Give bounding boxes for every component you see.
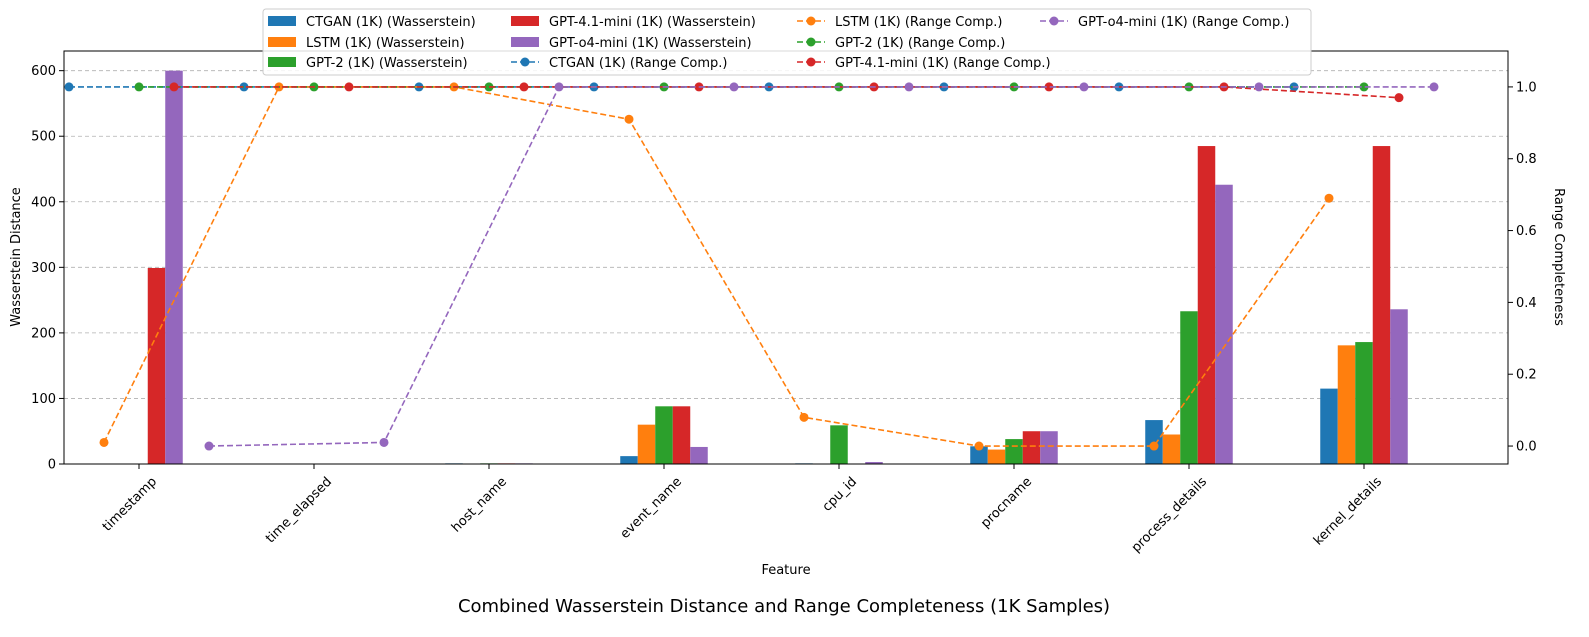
bar <box>620 456 638 464</box>
bar <box>1338 345 1356 464</box>
line-point <box>170 82 179 91</box>
y-tick-label: 400 <box>31 195 56 210</box>
x-tick-label: event_name <box>618 474 685 541</box>
bar <box>1373 146 1391 464</box>
y-tick-label: 200 <box>31 326 56 341</box>
legend-swatch <box>511 37 539 47</box>
grid-layer <box>64 71 1508 399</box>
bar <box>988 450 1006 464</box>
bar <box>830 425 848 464</box>
line-point <box>975 442 984 451</box>
line-point <box>1325 194 1334 203</box>
bar <box>1320 389 1338 464</box>
line-point <box>345 82 354 91</box>
legend-label: GPT-4.1-mini (1K) (Range Comp.) <box>835 56 1051 71</box>
bar <box>638 425 656 464</box>
legend-label: GPT-2 (1K) (Range Comp.) <box>835 36 1005 51</box>
y-right-tick-label: 0.6 <box>1516 224 1537 239</box>
x-tick-label: time_elapsed <box>263 474 335 546</box>
bar <box>1023 431 1041 464</box>
legend-label: GPT-2 (1K) (Wasserstein) <box>306 56 468 71</box>
series-line <box>174 87 1399 98</box>
line-point <box>135 82 144 91</box>
bar <box>1180 311 1198 464</box>
legend: CTGAN (1K) (Wasserstein) LSTM (1K) (Wasse… <box>263 9 1311 75</box>
bar <box>655 406 673 464</box>
bar <box>1355 342 1373 464</box>
line-point <box>100 438 109 447</box>
y-tick-label: 0 <box>48 458 56 473</box>
y-tick-label: 300 <box>31 261 56 276</box>
legend-marker <box>807 17 816 26</box>
bar <box>148 268 166 464</box>
line-point <box>1430 82 1439 91</box>
legend-marker <box>807 58 816 67</box>
bars-layer <box>148 71 1408 464</box>
line-point <box>520 82 529 91</box>
y-right-tick-label: 0.4 <box>1516 296 1537 311</box>
legend-swatch <box>268 57 296 67</box>
line-point <box>555 82 564 91</box>
legend-swatch <box>268 16 296 26</box>
line-point <box>1150 442 1159 451</box>
x-tick-label: cpu_id <box>820 474 860 514</box>
bar <box>1198 146 1216 464</box>
line-point <box>800 413 809 422</box>
line-point <box>65 82 74 91</box>
legend-marker <box>807 38 816 47</box>
line-point <box>205 442 214 451</box>
bar <box>1040 431 1058 464</box>
y-axis-label-left: Wasserstein Distance <box>9 187 24 327</box>
x-tick-label: kernel_details <box>1311 474 1385 548</box>
legend-marker <box>521 58 530 67</box>
legend-label: GPT-4.1-mini (1K) (Wasserstein) <box>549 15 756 30</box>
x-tick-label: procname <box>978 474 1035 531</box>
line-point <box>1255 82 1264 91</box>
legend-marker <box>1050 17 1059 26</box>
chart-title: Combined Wasserstein Distance and Range … <box>458 596 1110 617</box>
legend-label: GPT-o4-mini (1K) (Range Comp.) <box>1078 15 1289 30</box>
axes-layer: 0 100 200 300 400 500 600 0.0 0.2 0.4 0.6 0.8 1.0 tim… <box>31 51 1537 556</box>
y-right-tick-label: 1.0 <box>1516 80 1537 95</box>
y-right-tick-label: 0.0 <box>1516 440 1537 455</box>
x-tick-label: timestamp <box>100 474 160 534</box>
legend-label: GPT-o4-mini (1K) (Wasserstein) <box>549 36 752 51</box>
y-tick-label: 500 <box>31 130 56 145</box>
y-tick-label: 100 <box>31 392 56 407</box>
plot-frame <box>64 51 1508 464</box>
bar <box>1163 435 1181 465</box>
bar <box>690 447 708 464</box>
line-point <box>905 82 914 91</box>
series-line <box>209 87 1434 446</box>
x-tick-label: host_name <box>449 474 510 535</box>
line-point <box>625 115 634 124</box>
y-right-tick-label: 0.2 <box>1516 368 1537 383</box>
series-line <box>104 87 1329 446</box>
legend-label: LSTM (1K) (Wasserstein) <box>306 36 465 51</box>
bar <box>673 406 691 464</box>
bar <box>1005 439 1023 464</box>
y-right-tick-label: 0.8 <box>1516 152 1537 167</box>
legend-swatch <box>268 37 296 47</box>
line-point <box>730 82 739 91</box>
x-tick-label: process_details <box>1129 474 1210 555</box>
bar <box>165 71 183 464</box>
bar <box>1390 309 1408 464</box>
legend-label: CTGAN (1K) (Wasserstein) <box>306 15 476 30</box>
line-point <box>1080 82 1089 91</box>
bar <box>1215 185 1233 464</box>
y-axis-label-right: Range Completeness <box>1551 188 1566 326</box>
line-point <box>380 438 389 447</box>
legend-label: CTGAN (1K) (Range Comp.) <box>549 56 727 71</box>
x-axis-label: Feature <box>761 563 810 578</box>
y-tick-label: 600 <box>31 64 56 79</box>
line-point <box>1395 93 1404 102</box>
legend-label: LSTM (1K) (Range Comp.) <box>835 15 1002 30</box>
legend-swatch <box>511 16 539 26</box>
